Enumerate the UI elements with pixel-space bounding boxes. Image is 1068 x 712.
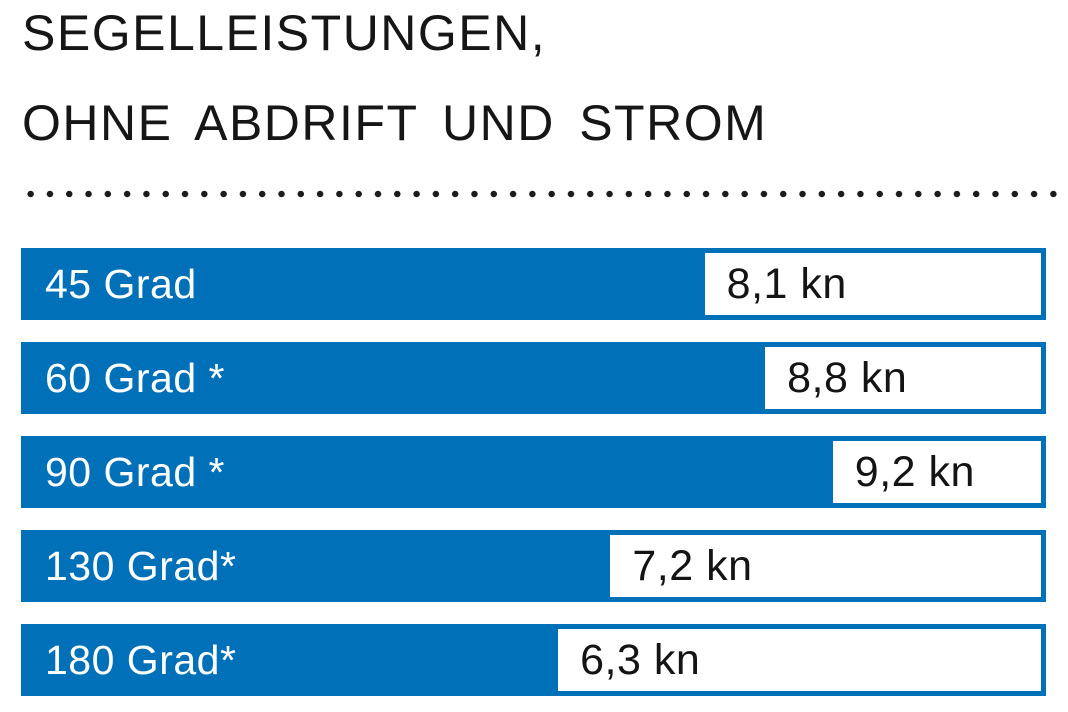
bar-value-label: 6,3 kn bbox=[580, 635, 701, 684]
bar-value-label: 8,1 kn bbox=[726, 259, 847, 308]
dotted-divider bbox=[21, 190, 1061, 198]
chart-title-line-2: OHNE ABDRIFT UND STROM bbox=[22, 95, 768, 151]
bar-value-box: 8,8 kn bbox=[765, 347, 1041, 409]
bar-value-box: 8,1 kn bbox=[704, 253, 1041, 315]
bar-category-label: 60 Grad * bbox=[45, 354, 225, 401]
bar-row: 130 Grad* 7,2 kn bbox=[21, 530, 1046, 602]
bar-row: 90 Grad * 9,2 kn bbox=[21, 436, 1046, 508]
bar-value-box: 9,2 kn bbox=[832, 441, 1041, 503]
bar-value-label: 7,2 kn bbox=[632, 541, 753, 590]
bar-chart: 45 Grad 8,1 kn 60 Grad * 8,8 kn 90 Grad … bbox=[21, 248, 1046, 696]
bar-row: 60 Grad * 8,8 kn bbox=[21, 342, 1046, 414]
bar-category-label: 180 Grad* bbox=[45, 636, 237, 683]
bar-row: 180 Grad* 6,3 kn bbox=[21, 624, 1046, 696]
bar-row: 45 Grad 8,1 kn bbox=[21, 248, 1046, 320]
bar-category-label: 45 Grad bbox=[45, 260, 197, 307]
bar-value-box: 7,2 kn bbox=[610, 535, 1041, 597]
bar-value-label: 8,8 kn bbox=[787, 353, 908, 402]
bar-value-box: 6,3 kn bbox=[558, 629, 1041, 691]
chart-title: SEGELLEISTUNGEN, OHNE ABDRIFT UND STROM bbox=[0, 0, 1068, 152]
bar-value-label: 9,2 kn bbox=[854, 447, 975, 496]
bar-category-label: 90 Grad * bbox=[45, 448, 225, 495]
bar-category-label: 130 Grad* bbox=[45, 542, 237, 589]
chart-title-line-1: SEGELLEISTUNGEN, bbox=[22, 5, 547, 61]
